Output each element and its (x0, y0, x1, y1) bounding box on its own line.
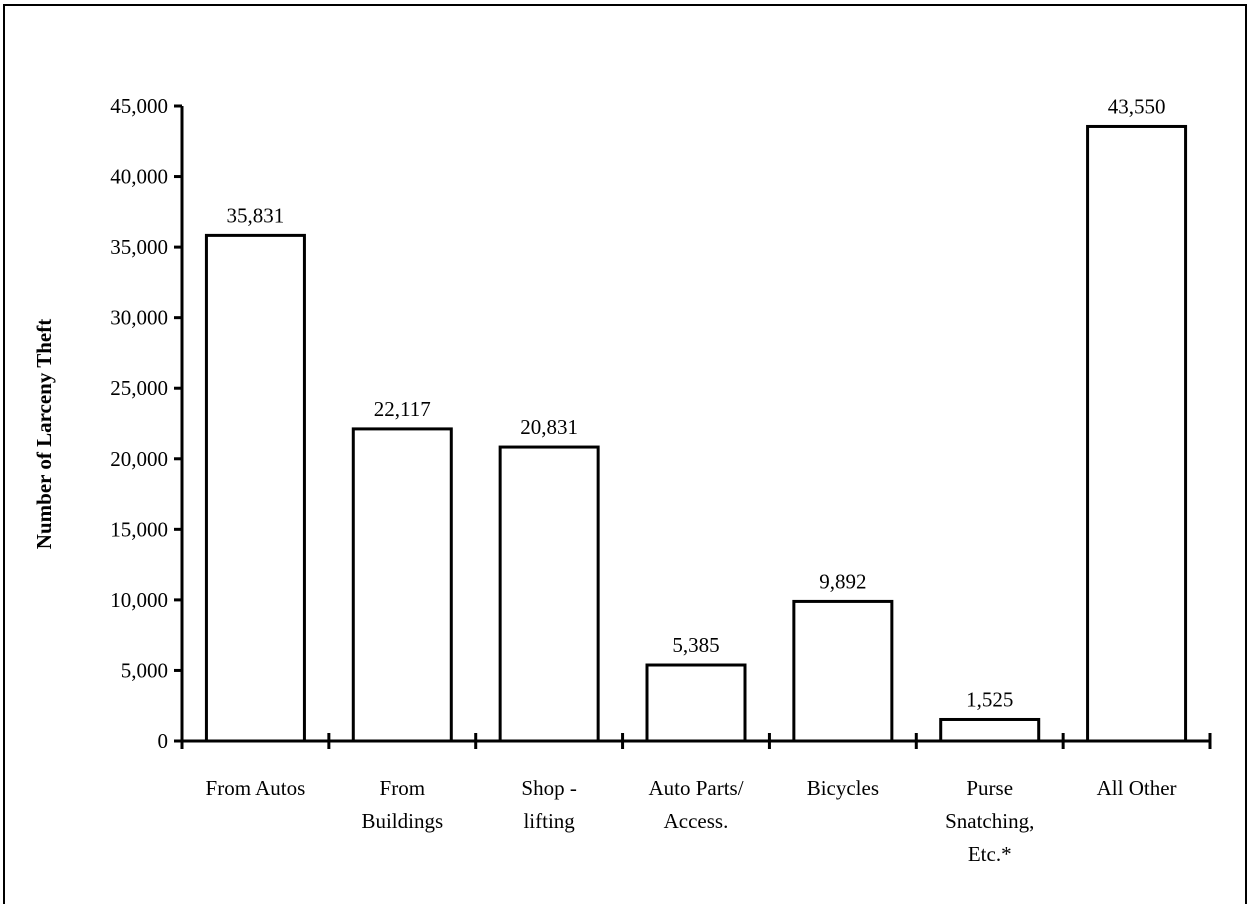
bar (792, 599, 894, 743)
category-label: From (380, 776, 426, 800)
y-tick-label: 0 (158, 729, 169, 753)
category-label: All Other (1097, 776, 1177, 800)
category-label: Snatching, (945, 809, 1034, 833)
data-label: 20,831 (520, 415, 578, 439)
category-label: Purse (966, 776, 1013, 800)
y-tick-label: 45,000 (110, 94, 168, 118)
category-label: Bicycles (807, 776, 879, 800)
bars (204, 124, 1188, 743)
y-tick-label: 35,000 (110, 235, 168, 259)
data-label: 35,831 (227, 203, 285, 227)
chart-frame (3, 4, 1247, 904)
data-labels: 35,831 22,117 20,831 5,385 9,892 1,525 43,550 (227, 94, 1166, 711)
data-label: 22,117 (374, 397, 431, 421)
y-tick-label: 25,000 (110, 376, 168, 400)
category-label: Buildings (361, 809, 443, 833)
y-tick-label: 10,000 (110, 588, 168, 612)
category-label: Auto Parts/ (648, 776, 743, 800)
data-label: 9,892 (819, 569, 866, 593)
category-label: Shop - (521, 776, 576, 800)
y-axis-label: Number of Larceny Theft (32, 319, 56, 549)
category-label: From Autos (206, 776, 306, 800)
category-label: Etc.* (968, 842, 1012, 866)
y-axis: 0 5,000 10,000 15,000 20,000 25,000 30,000 35,0… (110, 94, 184, 753)
y-tick-label: 20,000 (110, 447, 168, 471)
category-label: Access. (664, 809, 729, 833)
bar (498, 445, 600, 743)
category-label: lifting (523, 809, 575, 833)
y-tick-label: 40,000 (110, 165, 168, 189)
data-label: 43,550 (1108, 94, 1166, 118)
bar (645, 663, 747, 743)
bar (204, 233, 306, 743)
bar (351, 427, 453, 743)
y-tick-label: 30,000 (110, 306, 168, 330)
data-label: 1,525 (966, 687, 1013, 711)
data-label: 5,385 (672, 633, 719, 657)
y-tick-label: 5,000 (121, 658, 168, 682)
bar (1086, 124, 1188, 743)
bar (939, 717, 1041, 743)
y-tick-label: 15,000 (110, 517, 168, 541)
category-labels: From Autos From Buildings Shop - lifting Auto… (206, 776, 1177, 866)
